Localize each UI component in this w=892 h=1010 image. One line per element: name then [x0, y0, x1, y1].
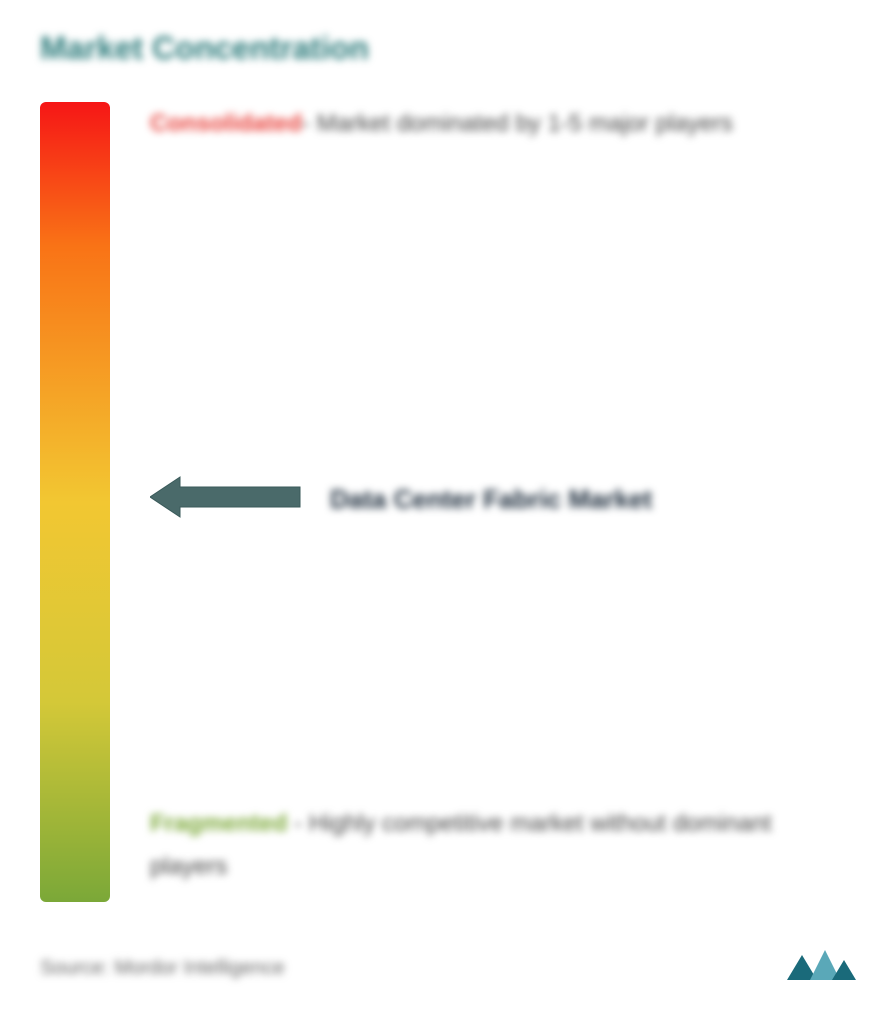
market-indicator: Data Center Fabric Market	[150, 472, 832, 527]
consolidated-description: Consolidated- Market dominated by 1-5 ma…	[150, 102, 832, 145]
main-content: Consolidated- Market dominated by 1-5 ma…	[40, 102, 852, 902]
consolidated-label: Consolidated	[150, 110, 302, 137]
chart-title: Market Concentration	[40, 30, 852, 67]
brand-logo-icon	[782, 940, 862, 995]
fragmented-description: Fragmented - Highly competitive market w…	[150, 802, 832, 888]
text-column: Consolidated- Market dominated by 1-5 ma…	[150, 102, 852, 902]
arrow-icon	[150, 472, 305, 527]
market-name-label: Data Center Fabric Market	[330, 484, 652, 515]
source-attribution: Source: Mordor Intelligence	[40, 957, 285, 980]
fragmented-label: Fragmented	[150, 810, 287, 837]
consolidated-text: - Market dominated by 1-5 major players	[302, 110, 733, 137]
concentration-gradient-bar	[40, 102, 110, 902]
